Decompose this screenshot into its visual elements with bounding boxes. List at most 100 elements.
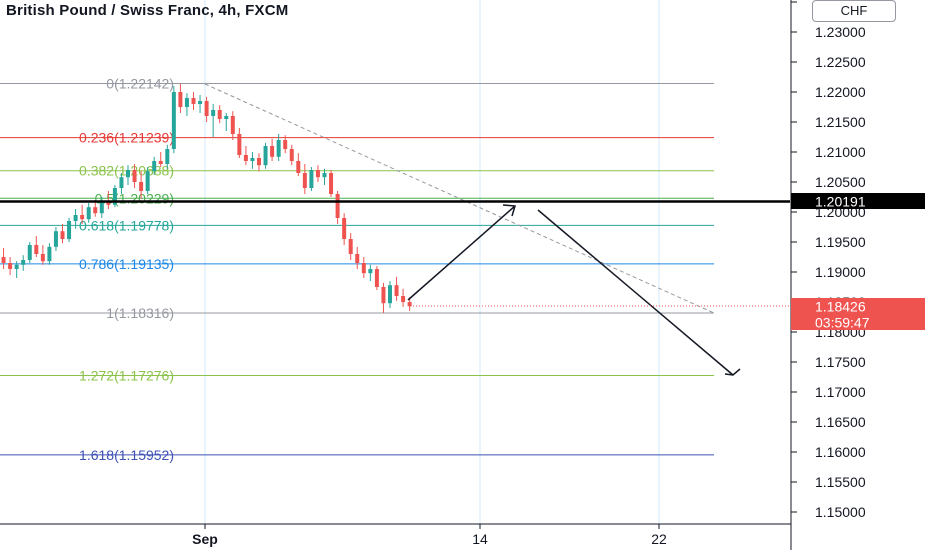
candle-body [394, 285, 399, 296]
candle [230, 111, 235, 140]
price-axis-label: 1.22000 [815, 84, 866, 100]
candle-body [14, 264, 19, 269]
candle-body [139, 182, 144, 191]
candle [191, 92, 196, 110]
projection-arrow-down[interactable] [537, 209, 734, 376]
candle [342, 213, 347, 245]
candle-body [381, 287, 386, 304]
candle [21, 255, 26, 271]
candle [1, 248, 6, 269]
trend-line[interactable] [204, 83, 715, 314]
candle-body [126, 170, 130, 178]
time-axis-label: Sep [192, 531, 218, 547]
dashed-trend-line[interactable] [204, 83, 715, 314]
candle-body [86, 207, 91, 220]
candle-body [296, 161, 301, 173]
candle [60, 224, 65, 244]
candle [106, 191, 111, 209]
candle [204, 96, 209, 122]
candle [388, 281, 392, 308]
countdown-badge-label: 03:59:47 [815, 315, 870, 331]
price-axis-label: 1.15500 [815, 474, 866, 490]
last-price-badge [791, 298, 925, 314]
candle [93, 200, 98, 217]
candle [132, 164, 137, 188]
candle-body [388, 285, 392, 304]
candle [165, 144, 170, 169]
candle [126, 165, 130, 185]
candle-body [106, 201, 111, 205]
countdown-badge [791, 314, 925, 330]
candle-body [93, 207, 98, 214]
candle [217, 105, 222, 124]
candle-body [361, 263, 366, 274]
candle [119, 173, 124, 194]
fib-level-label: 0.786(1.19135) [79, 256, 174, 272]
candle-body [263, 146, 268, 166]
candle [250, 152, 255, 169]
candle [224, 113, 229, 131]
candle [329, 170, 334, 197]
price-axis-label: 1.16500 [815, 414, 866, 430]
candle-body [276, 140, 281, 157]
price-axis-label: 1.17500 [815, 354, 866, 370]
candle-body [27, 245, 32, 260]
time-axis[interactable]: Sep 14 22 [0, 523, 791, 547]
candle-body [374, 269, 379, 287]
candle-body [342, 218, 347, 239]
time-axis-label: 14 [472, 531, 488, 547]
candle [243, 146, 248, 166]
chart-title: British Pound / Swiss Franc, 4h, FXCM [6, 2, 289, 19]
candle-body [1, 257, 6, 263]
candle-body [302, 173, 307, 188]
candle [73, 209, 78, 229]
candle-body [8, 263, 13, 269]
candle [309, 167, 314, 191]
fib-level-label: 0.236(1.21239) [79, 130, 174, 146]
candle-body [368, 269, 373, 274]
candle-body [348, 239, 353, 254]
price-axis-label: 1.16000 [815, 444, 866, 460]
price-axis[interactable]: 1.15000 1.15500 1.16000 1.16500 1.17000 1.175… [790, 0, 932, 550]
price-axis-label: 1.21500 [815, 114, 866, 130]
fib-level-label: 1(1.18316) [106, 305, 174, 321]
candle [47, 243, 52, 265]
candle [152, 156, 157, 175]
fib-level-label: 0(1.22142) [106, 75, 174, 91]
projection-path[interactable] [407, 204, 741, 376]
last-price-badge-label: 1.18426 [815, 299, 866, 315]
candle [112, 185, 117, 208]
candle-body [257, 158, 261, 166]
candle [263, 143, 268, 169]
candle-body [230, 116, 235, 134]
candle [374, 266, 379, 290]
price-axis-label: 1.22500 [815, 54, 866, 70]
fib-level-label: 0.618(1.19778) [79, 217, 174, 233]
price-axis-label: 1.23000 [815, 24, 866, 40]
candlestick-series [1, 83, 412, 313]
candle-body [178, 92, 183, 107]
candle-body [171, 92, 176, 149]
candle-body [283, 140, 288, 149]
candle-body [53, 231, 58, 247]
candle-body [198, 101, 203, 104]
candle-body [407, 302, 412, 307]
candle [178, 83, 183, 113]
fib-level-label: 1.618(1.15952) [79, 447, 174, 463]
candle-body [217, 110, 222, 119]
candle-body [309, 170, 314, 188]
candle [80, 204, 85, 224]
currency-badge[interactable]: CHF [812, 0, 896, 22]
candle-body [112, 188, 117, 205]
candle-body [40, 254, 45, 262]
candle [315, 165, 320, 182]
candle-body [132, 170, 137, 182]
candle [302, 164, 307, 194]
price-axis-label: 1.20500 [815, 174, 866, 190]
candle [276, 134, 281, 161]
candle [348, 233, 353, 260]
projection-arrow-up[interactable] [407, 205, 516, 301]
candle [86, 203, 91, 223]
price-axis-label: 1.21000 [815, 144, 866, 160]
